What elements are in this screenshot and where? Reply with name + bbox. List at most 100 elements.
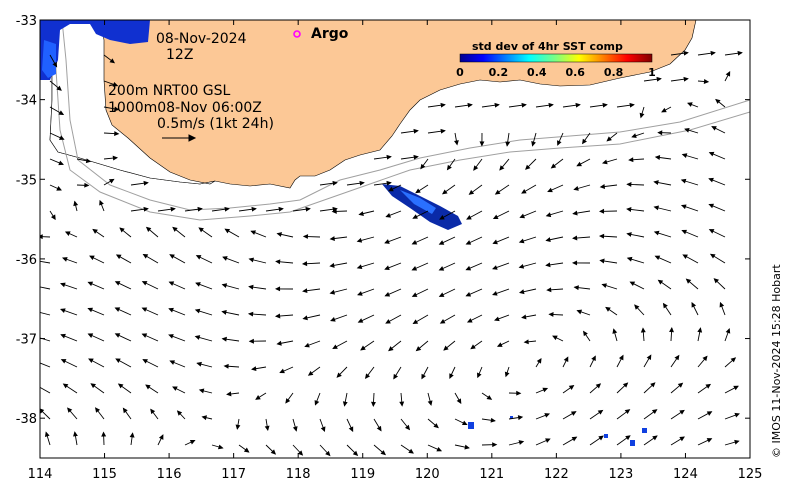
current-arrow-head: [464, 444, 470, 450]
current-arrow-head: [50, 214, 56, 221]
current-arrow-head: [465, 265, 472, 271]
current-arrow-head: [573, 285, 579, 291]
colorbar-tick-label: 0: [456, 66, 464, 79]
current-arrow-head: [364, 373, 371, 380]
current-arrow-head: [412, 214, 418, 219]
current-arrow-head: [399, 401, 405, 407]
current-arrow-head: [494, 316, 500, 322]
current-arrow-head: [198, 388, 205, 394]
current-arrow-head: [415, 188, 421, 194]
current-arrow-head: [542, 387, 549, 393]
current-arrow-head: [548, 311, 554, 317]
time-label: 12Z: [166, 47, 193, 63]
current-arrow-head: [301, 261, 308, 267]
current-arrow-head: [657, 130, 663, 136]
current-arrow-head: [708, 151, 715, 157]
current-arrow-head: [654, 155, 661, 160]
y-tick-label: -38: [16, 412, 37, 427]
argo-float-marker: [293, 30, 301, 38]
current-arrow-head: [251, 366, 257, 372]
current-arrow-head: [117, 383, 124, 389]
current-arrow-head: [436, 446, 443, 452]
current-arrow-head: [172, 386, 178, 391]
current-arrow-head: [58, 110, 65, 116]
current-arrow-head: [297, 450, 304, 456]
current-arrow-head: [60, 308, 66, 314]
current-arrow-head: [440, 102, 446, 108]
current-arrow-head: [629, 281, 636, 287]
current-arrow-head: [468, 189, 475, 195]
current-arrow-head: [682, 254, 688, 260]
current-arrow-head: [518, 289, 525, 295]
current-arrow-head: [683, 76, 689, 82]
current-arrow-head: [681, 229, 687, 235]
current-arrow-head: [499, 165, 505, 171]
current-arrow-head: [521, 102, 527, 108]
x-tick-label: 118: [286, 467, 311, 482]
colorbar-tick-label: 1: [648, 66, 656, 79]
current-arrow-head: [605, 306, 611, 312]
x-tick-label: 115: [92, 467, 117, 482]
current-arrow-head: [597, 409, 604, 415]
current-arrow-head: [141, 281, 148, 286]
current-arrow-head: [73, 200, 79, 207]
current-arrow-head: [88, 358, 94, 364]
current-arrow-head: [34, 285, 38, 288]
current-arrow: [40, 386, 51, 394]
current-arrow-head: [357, 291, 363, 296]
current-arrow-head: [348, 426, 354, 433]
colorbar-tick-label: 0.8: [604, 66, 624, 79]
current-arrow-head: [255, 395, 261, 400]
current-arrow-head: [89, 255, 95, 261]
current-arrow-head: [114, 131, 120, 136]
current-arrow-head: [492, 239, 498, 245]
x-tick-label: 114: [28, 467, 53, 482]
x-tick-label: 117: [221, 467, 246, 482]
current-arrow-head: [531, 141, 536, 147]
current-arrow-head: [145, 384, 151, 390]
current-arrow-head: [247, 311, 254, 317]
current-arrow-head: [112, 81, 119, 87]
current-arrow-head: [466, 318, 473, 323]
current-arrow-head: [679, 409, 685, 415]
current-arrow-head: [545, 237, 551, 243]
current-arrow-head: [680, 204, 687, 210]
current-arrow-head: [112, 155, 119, 161]
current-arrow-head: [302, 288, 308, 294]
current-arrow-head: [521, 314, 527, 320]
current-arrow-head: [168, 281, 175, 286]
current-arrow-head: [376, 425, 382, 432]
current-arrow-head: [583, 330, 588, 337]
current-arrow: [40, 260, 51, 264]
current-arrow-head: [601, 159, 608, 165]
current-arrow: [40, 286, 51, 290]
current-arrow-head: [158, 434, 164, 440]
current-arrow-head: [44, 431, 50, 438]
model-label: 200m NRT00 GSL: [108, 83, 231, 99]
current-arrow-head: [734, 439, 740, 445]
current-arrow-head: [168, 334, 174, 339]
current-arrow-head: [545, 262, 551, 268]
colorbar-tick-label: 0.6: [565, 66, 585, 79]
current-arrow-head: [420, 163, 426, 170]
current-arrow-head: [674, 354, 680, 361]
current-arrow-head: [546, 287, 552, 293]
current-arrow-head: [380, 450, 387, 456]
current-arrow-head: [492, 290, 498, 296]
current-arrow-head: [568, 385, 575, 390]
current-arrow-head: [606, 136, 612, 142]
x-tick-label: 124: [673, 467, 698, 482]
current-arrow-head: [302, 315, 308, 321]
y-tick-label: -37: [16, 333, 37, 348]
current-arrow-head: [384, 291, 391, 297]
current-arrow-head: [221, 283, 228, 289]
current-arrow-head: [591, 355, 596, 362]
current-arrow-head: [170, 206, 176, 212]
model-time-label: 1000m08-Nov 06:00Z: [108, 100, 262, 116]
current-arrow-head: [653, 205, 660, 211]
current-arrow-head: [626, 232, 632, 237]
current-arrow-head: [336, 372, 342, 378]
x-tick-label: 119: [350, 467, 375, 482]
y-axis: -33 -34 -35 -36 -37 -38: [16, 14, 750, 427]
current-arrow-head: [599, 184, 606, 189]
